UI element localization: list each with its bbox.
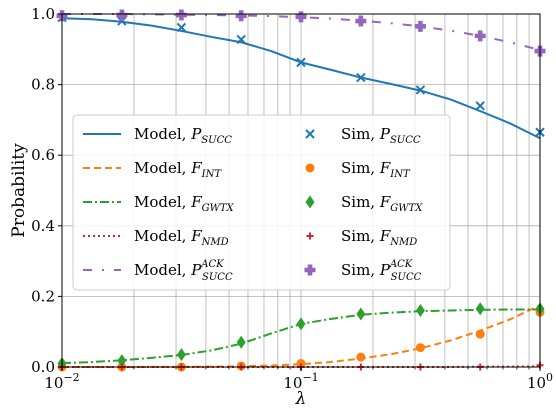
sim-point-gwtx [356, 307, 366, 321]
sim-point-succ [415, 85, 426, 95]
y-tick-label: 1.0 [31, 5, 55, 23]
sim-point-gwtx [415, 304, 425, 318]
legend-label: Sim, FNMD [341, 227, 417, 248]
sim-point-gwtx [236, 335, 246, 349]
y-tick-label: 0.2 [31, 287, 55, 305]
sim-point-succ-ack [355, 15, 367, 27]
sim-point-int [296, 358, 306, 368]
sim-point-succ-ack [295, 11, 307, 23]
y-tick-label: 0.8 [31, 76, 55, 94]
legend-label: Model, FGWTX [134, 193, 235, 214]
x-axis-label: λ [295, 389, 307, 409]
sim-point-gwtx [296, 317, 306, 331]
y-axis-label: Probability [9, 143, 29, 238]
sim-point-succ [236, 34, 246, 45]
legend-label: Sim, FGWTX [341, 193, 423, 214]
legend-label: Model, PSUCC [134, 125, 232, 146]
legend-label: Sim, PACK SUCC [341, 259, 422, 283]
legend-marker-swatch [304, 264, 316, 276]
legend-label: Model, PACK SUCC [134, 259, 233, 283]
sim-point-succ [296, 57, 306, 68]
sim-point-int [475, 329, 485, 339]
legend-label: Model, FINT [134, 159, 222, 180]
sim-point-succ [475, 101, 485, 111]
sim-point-succ-ack [235, 10, 247, 22]
x-tick-label: 10−2 [44, 371, 79, 392]
sim-point-gwtx [475, 302, 485, 316]
sim-point-succ-ack [116, 9, 128, 21]
legend: Model, PSUCC Model, FINT Model, FGWTX Model… [72, 114, 451, 291]
sim-point-gwtx [176, 348, 186, 362]
sim-point-gwtx [117, 354, 127, 368]
sim-point-succ-ack [175, 9, 187, 21]
sim-point-succ [117, 16, 127, 26]
sim-point-succ-ack [414, 20, 426, 32]
sim-point-int [356, 352, 366, 362]
legend-label: Model, FNMD [134, 227, 229, 248]
x-tick-label: 10−1 [283, 371, 318, 392]
legend-marker-swatch [305, 195, 315, 209]
y-tick-label: 0.0 [31, 358, 55, 376]
sim-point-succ [176, 22, 187, 33]
axis-ticks: 0.0 0.2 0.4 0.6 0.8 1.0 10−2 10−1 100 [31, 5, 553, 392]
legend-marker-swatch [305, 163, 315, 173]
legend-label: Sim, FINT [341, 159, 411, 180]
sim-point-succ [356, 72, 366, 83]
y-tick-label: 0.4 [31, 217, 55, 235]
legend-label: Sim, PSUCC [341, 125, 421, 146]
y-tick-label: 0.6 [31, 146, 55, 164]
legend-box [72, 114, 451, 291]
x-tick-label: 100 [527, 371, 553, 392]
sim-point-int [415, 343, 425, 353]
legend-marker-swatch [306, 232, 314, 240]
sim-point-succ-ack [474, 30, 486, 42]
legend-marker-swatch [305, 129, 315, 139]
